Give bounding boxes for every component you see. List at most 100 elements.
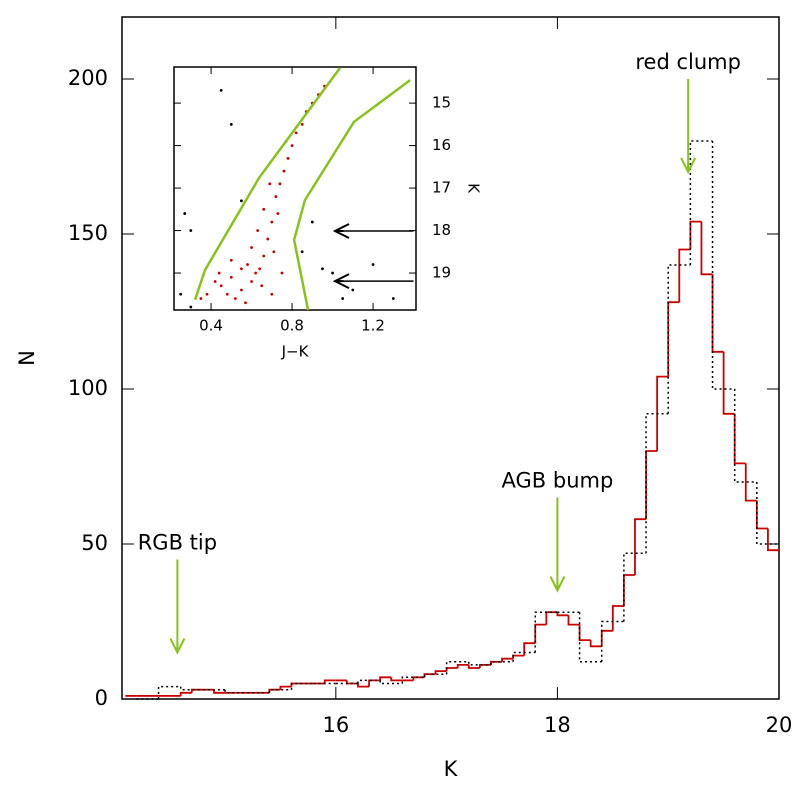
y-tick-label: 17	[432, 179, 451, 197]
x-tick-label: 0.4	[199, 317, 223, 335]
scatter-point	[183, 212, 187, 215]
x-tick-label: 16	[322, 713, 349, 737]
histogram-step	[357, 679, 381, 684]
x-axis-label: J−K	[281, 343, 310, 361]
scatter-point	[213, 280, 217, 283]
histogram-step	[678, 248, 691, 303]
scatter-point	[229, 122, 233, 126]
histogram-step	[578, 612, 602, 663]
y-axis-label: K	[465, 183, 483, 194]
annotation-arrowhead	[680, 157, 697, 175]
scatter-point	[351, 288, 355, 292]
histogram-step	[290, 682, 314, 690]
y-tick-label: 50	[81, 531, 108, 555]
scatter-point	[262, 254, 266, 258]
histogram-step	[179, 686, 203, 691]
scatter-point	[254, 271, 258, 275]
histogram-step	[523, 642, 536, 656]
scatter-point	[290, 144, 294, 147]
scatter-point	[250, 246, 253, 249]
scatter-point	[246, 263, 249, 266]
scatter-point	[282, 169, 286, 173]
scatter-point	[321, 267, 324, 271]
scatter-point	[286, 156, 290, 160]
scatter-point	[268, 182, 272, 186]
annotation-text: AGB bump	[502, 469, 614, 493]
scatter-point	[280, 271, 284, 275]
histogram-step	[733, 389, 757, 483]
histogram-step	[589, 640, 602, 648]
histogram-step	[689, 220, 702, 250]
annotation-text: red clump	[635, 50, 741, 74]
histogram-step	[468, 661, 491, 666]
annotation-arrowhead	[549, 576, 566, 593]
histogram-step	[645, 413, 669, 554]
histogram-step	[357, 683, 370, 688]
histogram-step	[390, 677, 403, 682]
y-tick-label: 200	[68, 66, 108, 90]
histogram-step	[279, 685, 292, 690]
inset-arrowhead	[332, 273, 350, 290]
scatter-point	[258, 267, 262, 271]
histogram-step	[379, 680, 403, 685]
histogram-step	[722, 351, 735, 415]
scatter-point	[179, 292, 183, 296]
histogram-step	[379, 676, 392, 681]
histogram-step	[611, 605, 624, 631]
x-tick-label: 20	[766, 713, 793, 737]
scatter-point	[300, 250, 304, 254]
scatter-point	[256, 229, 260, 232]
histogram-step	[412, 676, 425, 681]
scatter-point	[276, 212, 280, 215]
histogram-step	[501, 657, 514, 662]
x-tick-label: 1.2	[361, 317, 385, 335]
histogram-step	[401, 676, 425, 684]
histogram-step	[434, 670, 447, 675]
scatter-point	[341, 297, 345, 300]
y-tick-label: 0	[95, 686, 108, 710]
scatter-point	[300, 122, 304, 126]
histogram-step	[456, 664, 469, 668]
histogram-step	[423, 673, 447, 678]
scatter-point	[371, 263, 375, 266]
histogram-step	[213, 689, 226, 694]
histogram-step	[689, 140, 713, 265]
histogram-step	[578, 624, 591, 641]
y-tick-label: 15	[432, 94, 451, 112]
x-axis-label: K	[444, 757, 459, 781]
histogram-step	[268, 688, 292, 693]
histogram-step	[756, 482, 779, 545]
scatter-point	[294, 131, 298, 135]
scatter-point	[391, 297, 395, 300]
y-tick-label: 19	[432, 264, 451, 282]
scatter-point	[219, 88, 223, 92]
y-tick-label: 18	[432, 221, 451, 239]
histogram-step	[600, 620, 624, 662]
scatter-point	[225, 292, 229, 296]
histogram-step	[700, 221, 713, 276]
inset-arrowhead	[332, 223, 350, 239]
scatter-point	[189, 229, 193, 232]
plot-frame	[173, 66, 417, 311]
y-tick-label: 100	[68, 376, 108, 400]
histogram-step	[767, 528, 779, 552]
y-tick-label: 150	[68, 221, 108, 245]
annotation-text: RGB tip	[138, 531, 217, 555]
y-axis-label: N	[15, 350, 39, 366]
histogram-step	[744, 463, 757, 502]
scatter-point	[229, 258, 233, 262]
boundary-line	[292, 79, 411, 311]
scatter-point	[217, 271, 221, 275]
scatter-point	[270, 220, 274, 224]
histogram-step	[467, 664, 480, 669]
x-tick-label: 18	[544, 713, 571, 737]
y-tick-label: 16	[432, 136, 451, 154]
x-tick-label: 0.8	[280, 317, 304, 335]
annotation-arrowhead	[169, 638, 186, 655]
scatter-point	[240, 199, 243, 203]
scatter-point	[266, 237, 270, 241]
histogram-step	[224, 689, 248, 694]
scatter-point	[274, 195, 278, 198]
scatter-point	[240, 267, 243, 271]
